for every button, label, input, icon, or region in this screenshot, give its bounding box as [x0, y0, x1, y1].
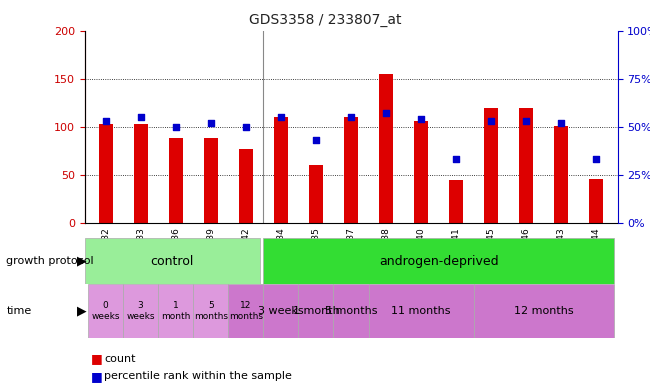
FancyBboxPatch shape [474, 284, 614, 338]
Text: growth protocol: growth protocol [6, 256, 94, 266]
Point [100, 118, 110, 124]
Text: ■: ■ [91, 370, 103, 383]
FancyBboxPatch shape [88, 284, 123, 338]
FancyBboxPatch shape [84, 238, 260, 284]
Text: ▶: ▶ [77, 255, 86, 268]
FancyBboxPatch shape [263, 284, 298, 338]
Text: 3
weeks: 3 weeks [126, 301, 155, 321]
Point [521, 118, 532, 124]
Point [486, 118, 497, 124]
FancyBboxPatch shape [263, 238, 614, 284]
Bar [168, 138, 183, 223]
Text: 12 months: 12 months [514, 306, 574, 316]
Text: ■: ■ [91, 353, 103, 366]
Bar [590, 179, 603, 223]
FancyBboxPatch shape [193, 284, 228, 338]
Text: 1
month: 1 month [161, 301, 190, 321]
Point [240, 124, 251, 130]
Text: time: time [6, 306, 32, 316]
Point [170, 124, 181, 130]
Point [276, 114, 286, 120]
Text: 5 months: 5 months [325, 306, 377, 316]
FancyBboxPatch shape [298, 284, 333, 338]
Point [451, 156, 462, 162]
FancyBboxPatch shape [333, 284, 369, 338]
Point [135, 114, 146, 120]
Bar [203, 138, 218, 223]
Bar [344, 117, 358, 223]
Bar [519, 108, 534, 223]
Text: 5
months: 5 months [194, 301, 228, 321]
Point [381, 110, 391, 116]
Text: count: count [104, 354, 135, 364]
Point [311, 137, 321, 143]
Bar [449, 180, 463, 223]
Bar [379, 74, 393, 223]
FancyBboxPatch shape [369, 284, 474, 338]
Point [416, 116, 426, 122]
Bar [554, 126, 568, 223]
Point [592, 156, 602, 162]
Point [556, 120, 567, 126]
Point [346, 114, 356, 120]
Text: GDS3358 / 233807_at: GDS3358 / 233807_at [249, 13, 401, 27]
Text: 0
weeks: 0 weeks [91, 301, 120, 321]
Text: percentile rank within the sample: percentile rank within the sample [104, 371, 292, 381]
Bar [274, 117, 288, 223]
Bar [484, 108, 499, 223]
Bar [414, 121, 428, 223]
Text: androgen-deprived: androgen-deprived [379, 255, 499, 268]
Text: 12
months: 12 months [229, 301, 263, 321]
Bar [239, 149, 253, 223]
FancyBboxPatch shape [158, 284, 193, 338]
FancyBboxPatch shape [123, 284, 158, 338]
Text: ▶: ▶ [77, 305, 86, 318]
Point [205, 120, 216, 126]
Text: 1 month: 1 month [292, 306, 339, 316]
Bar [99, 124, 112, 223]
Text: control: control [151, 255, 194, 268]
Bar [309, 165, 323, 223]
Bar [134, 124, 148, 223]
Text: 11 months: 11 months [391, 306, 451, 316]
FancyBboxPatch shape [228, 284, 263, 338]
Text: 3 weeks: 3 weeks [258, 306, 304, 316]
